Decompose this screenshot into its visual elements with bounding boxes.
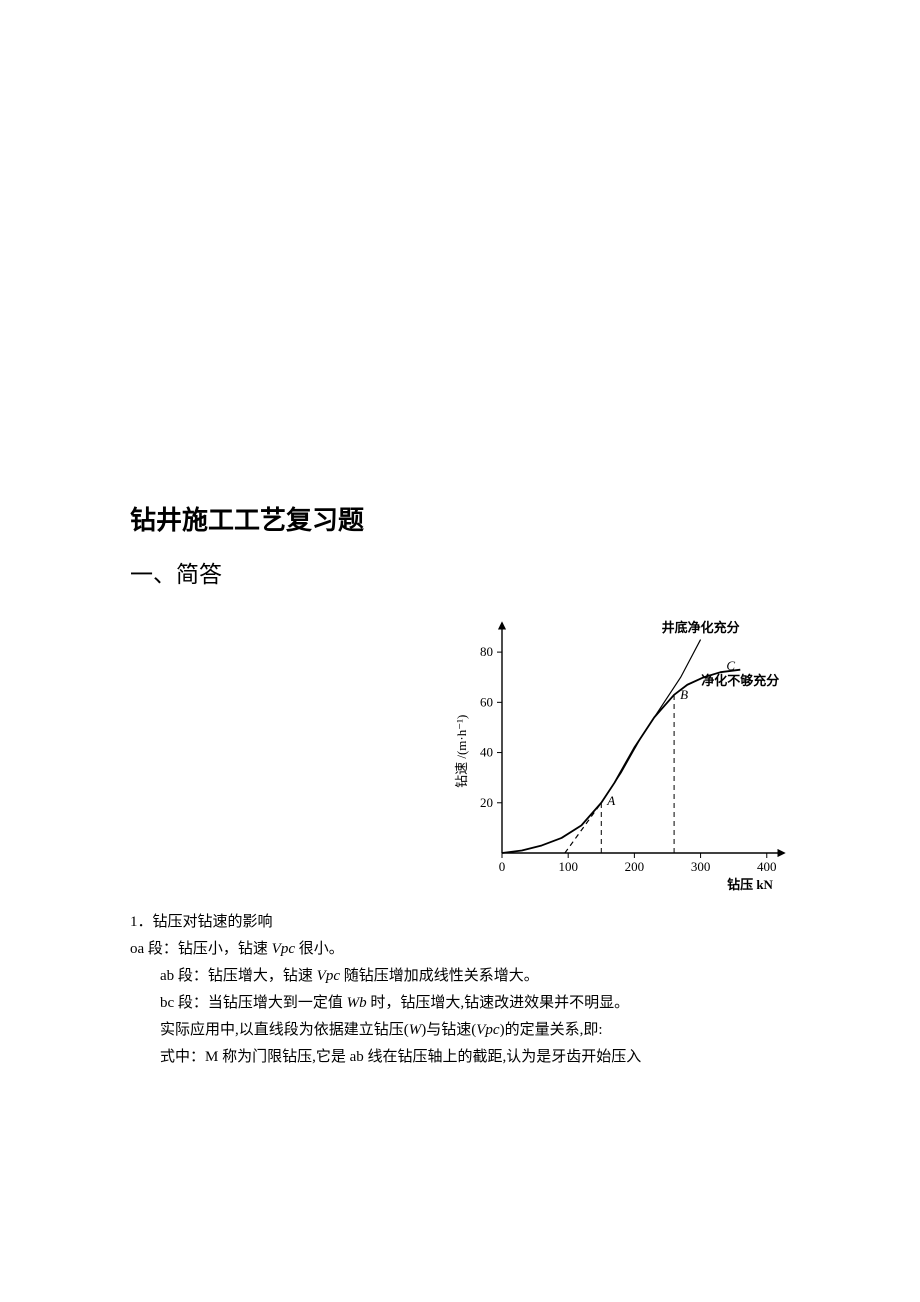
question-label: 1．钻压对钻速的影响 xyxy=(130,909,770,936)
svg-text:40: 40 xyxy=(480,745,493,760)
svg-text:300: 300 xyxy=(691,859,711,874)
svg-text:100: 100 xyxy=(558,859,578,874)
page: 钻井施工工艺复习题 一、简答 0 100 200 300 400 20 40 60 80 钻速 /… xyxy=(0,0,920,1131)
paragraph-practical: 实际应用中,以直线段为依据建立钻压(W)与钻速(Vpc)的定量关系,即: xyxy=(130,1017,770,1044)
svg-text:60: 60 xyxy=(480,694,493,709)
chart-container: 0 100 200 300 400 20 40 60 80 钻速 /(m·h⁻¹) 钻压 kN A B C… xyxy=(130,609,790,899)
svg-text:钻压 kN: 钻压 kN xyxy=(727,877,773,892)
paragraph-ab: ab 段：钻压增大，钻速 Vpc 随钻压增加成线性关系增大。 xyxy=(130,963,770,990)
paragraph-bc: bc 段：当钻压增大到一定值 Wb 时，钻压增大,钻速改进效果并不明显。 xyxy=(130,990,770,1017)
svg-text:净化不够充分: 净化不够充分 xyxy=(701,673,779,688)
section-heading: 一、简答 xyxy=(130,555,790,589)
page-title: 钻井施工工艺复习题 xyxy=(130,500,790,537)
svg-text:20: 20 xyxy=(480,795,493,810)
body-text: 1．钻压对钻速的影响 oa 段：钻压小，钻速 Vpc 很小。 ab 段：钻压增大… xyxy=(130,909,770,1071)
svg-text:200: 200 xyxy=(625,859,645,874)
paragraph-oa: oa 段：钻压小，钻速 Vpc 很小。 xyxy=(130,936,770,963)
svg-text:A: A xyxy=(606,793,615,808)
svg-text:400: 400 xyxy=(757,859,777,874)
svg-text:0: 0 xyxy=(499,859,506,874)
svg-text:80: 80 xyxy=(480,644,493,659)
svg-text:井底净化充分: 井底净化充分 xyxy=(662,620,740,635)
svg-text:C: C xyxy=(726,658,735,673)
drilling-speed-chart: 0 100 200 300 400 20 40 60 80 钻速 /(m·h⁻¹) 钻压 kN A B C… xyxy=(450,609,790,899)
svg-text:B: B xyxy=(680,687,688,702)
paragraph-formula-note: 式中：M 称为门限钻压,它是 ab 线在钻压轴上的截距,认为是牙齿开始压入 xyxy=(130,1044,770,1071)
svg-text:钻速 /(m·h⁻¹): 钻速 /(m·h⁻¹) xyxy=(454,715,469,788)
